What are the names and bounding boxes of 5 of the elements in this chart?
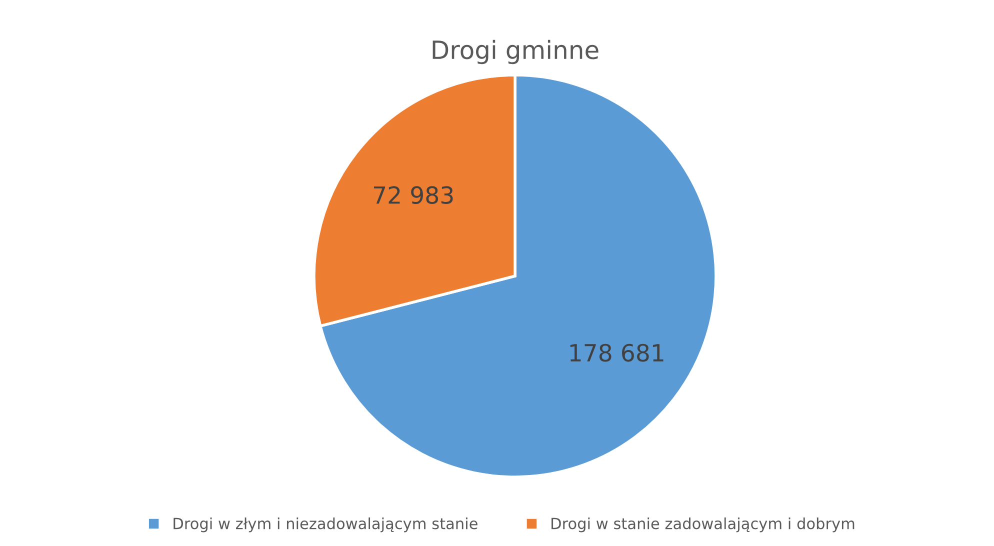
legend-label: Drogi w złym i niezadowalającym stanie [174, 517, 478, 532]
data-label: 72 983 [374, 186, 453, 204]
legend-label: Drogi w stanie zadowalającym i dobrym [552, 517, 854, 532]
chart-title: Drogi gminne [432, 40, 598, 64]
data-label: 178 681 [570, 344, 664, 362]
